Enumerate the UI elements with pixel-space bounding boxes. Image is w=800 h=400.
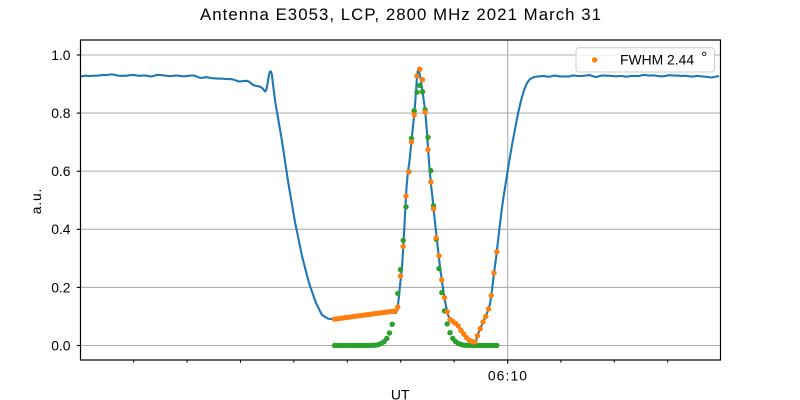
svg-text:0.8: 0.8	[51, 105, 71, 121]
svg-text:0.4: 0.4	[51, 221, 71, 237]
svg-text:a.u.: a.u.	[28, 188, 44, 214]
svg-text:FWHM 2.44: FWHM 2.44	[620, 51, 694, 67]
svg-text:Antenna E3053, LCP, 2800 MHz 2: Antenna E3053, LCP, 2800 MHz 2021 March …	[200, 5, 602, 24]
svg-text:°: °	[701, 49, 707, 66]
svg-text:0.0: 0.0	[51, 337, 71, 353]
svg-text:1.0: 1.0	[51, 47, 71, 63]
svg-text:06:10: 06:10	[488, 368, 528, 384]
svg-text:0.2: 0.2	[51, 279, 71, 295]
svg-text:UT: UT	[391, 387, 410, 400]
svg-text:0.6: 0.6	[51, 163, 71, 179]
